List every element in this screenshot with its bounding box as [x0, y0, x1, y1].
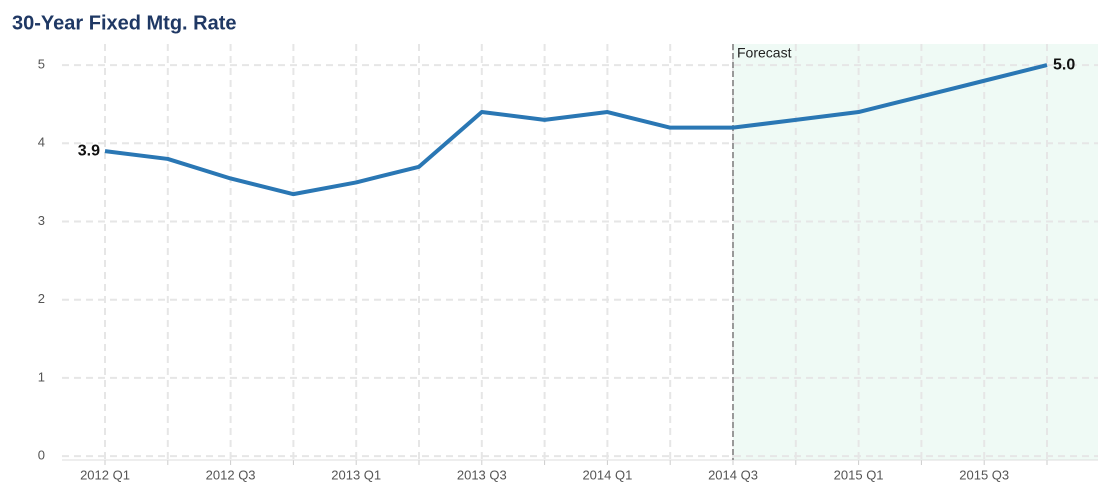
x-tick-label: 2012 Q3 — [206, 467, 256, 482]
y-tick-label: 1 — [38, 369, 45, 384]
x-tick-label: 2014 Q1 — [582, 467, 632, 482]
x-tick-label: 2013 Q3 — [457, 467, 507, 482]
data-label: 3.9 — [78, 142, 100, 159]
y-tick-label: 2 — [38, 291, 45, 306]
x-tick-label: 2015 Q1 — [834, 467, 884, 482]
data-label: 5.0 — [1053, 56, 1075, 73]
x-tick-label: 2015 Q3 — [959, 467, 1009, 482]
forecast-region — [733, 44, 1098, 460]
chart-title: 30-Year Fixed Mtg. Rate — [12, 12, 237, 34]
y-tick-label: 4 — [38, 135, 45, 150]
data-line — [104, 63, 1048, 197]
x-tick-label: 2014 Q3 — [708, 467, 758, 482]
forecast-label: Forecast — [737, 45, 792, 61]
x-tick-label: 2013 Q1 — [331, 467, 381, 482]
y-tick-label: 0 — [38, 448, 45, 463]
x-tick-label: 2012 Q1 — [80, 467, 130, 482]
y-tick-label: 5 — [38, 57, 45, 72]
y-tick-label: 3 — [38, 213, 45, 228]
